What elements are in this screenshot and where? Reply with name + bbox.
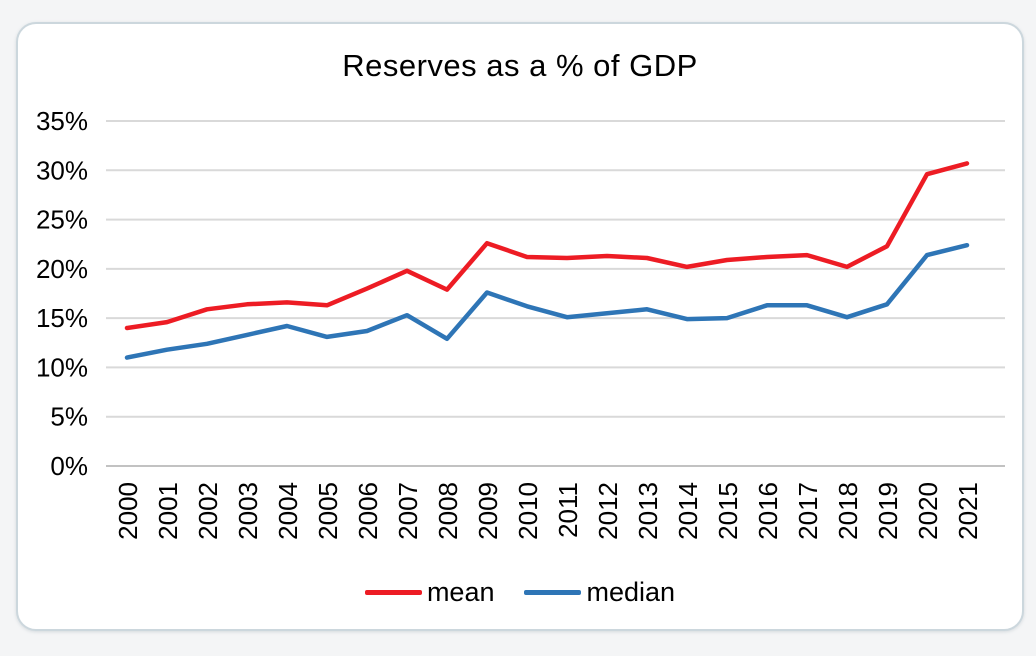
x-axis-tick-label: 2019 [873, 482, 903, 540]
x-axis-tick-label: 2018 [833, 482, 863, 540]
median-series-line [124, 242, 970, 360]
chart-card: Reserves as a % of GDP mean median [16, 22, 1024, 631]
x-axis-tick-label: 2001 [153, 482, 183, 540]
y-axis-tick-label: 0% [50, 451, 88, 481]
x-axis-tick-label: 2014 [673, 482, 703, 540]
chart-legend: mean median [18, 577, 1022, 608]
x-axis-tick-label: 2010 [513, 482, 543, 540]
mean-line-swatch [364, 590, 422, 595]
x-axis-tick-label: 2011 [553, 482, 583, 538]
x-axis-tick-label: 2003 [233, 482, 263, 540]
mean-legend-label: mean [426, 577, 495, 607]
x-axis-tick-label: 2013 [633, 482, 663, 540]
chart-title: Reserves as a % of GDP [342, 48, 698, 83]
x-axis-tick-label: 2005 [313, 482, 343, 540]
y-axis-tick-label: 30% [36, 155, 88, 185]
x-axis-tick-label: 2021 [953, 482, 983, 540]
y-axis-tick-label: 35% [36, 106, 88, 136]
mean-series-line [124, 161, 970, 331]
y-axis-tick-label: 20% [36, 254, 88, 284]
median-line-swatch [524, 590, 582, 595]
y-axis-tick-label: 25% [36, 205, 88, 235]
x-axis-tick-label: 2007 [393, 482, 423, 540]
x-axis-tick-label: 2004 [273, 482, 303, 540]
x-axis-tick-label: 2012 [593, 482, 623, 540]
y-axis-tick-label: 10% [36, 352, 88, 382]
median-legend-label: median [586, 577, 676, 607]
x-axis-tick-label: 2002 [193, 482, 223, 540]
x-axis-tick-label: 2008 [433, 482, 463, 540]
y-axis-tick-label: 15% [36, 303, 88, 333]
x-axis-tick-label: 2017 [793, 482, 823, 540]
x-axis-tick-label: 2006 [353, 482, 383, 540]
x-axis-tick-label: 2015 [713, 482, 743, 540]
x-axis-tick-label: 2020 [913, 482, 943, 540]
x-axis-tick-label: 2009 [473, 482, 503, 540]
legend-item-mean: mean [364, 577, 495, 608]
x-axis-tick-label: 2016 [753, 482, 783, 540]
y-axis-tick-label: 5% [50, 402, 88, 432]
x-axis-tick-label: 2000 [113, 482, 143, 540]
legend-item-median: median [524, 577, 675, 608]
